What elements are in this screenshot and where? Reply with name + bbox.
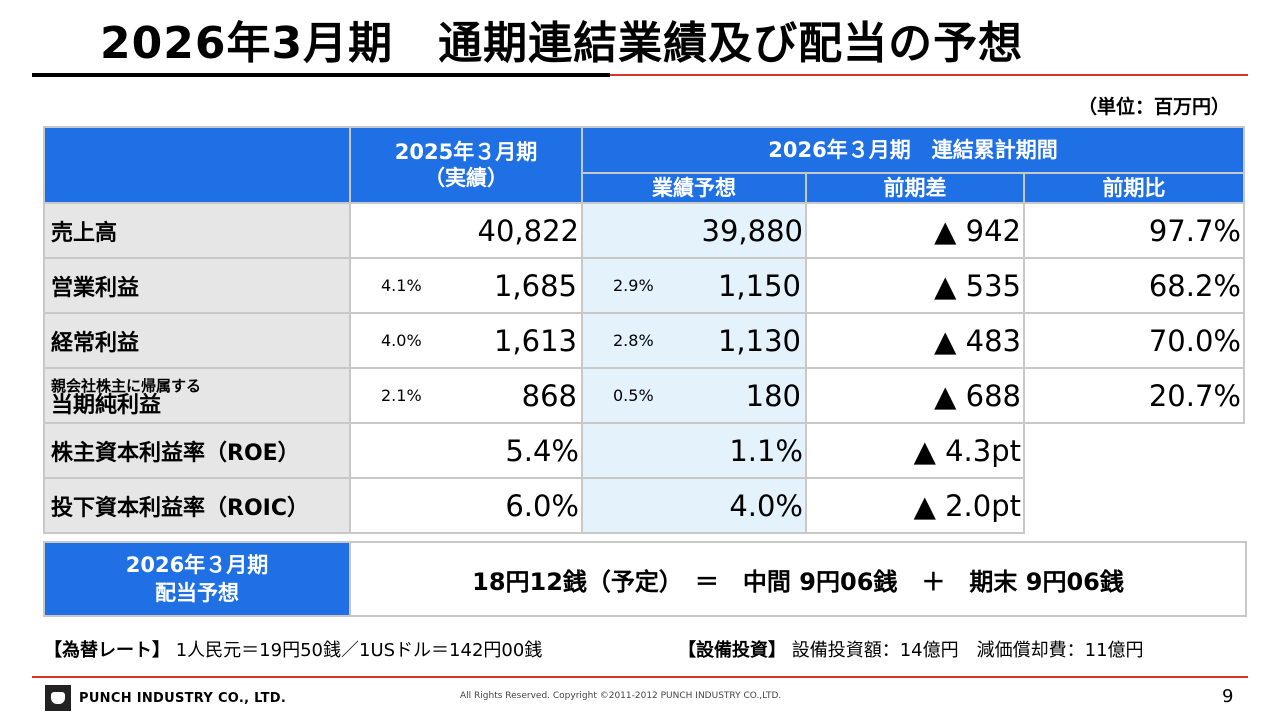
forecast-value: 4.0% [581,477,807,534]
dividend-label-line1: 2026年３月期 [125,553,269,577]
copyright: All Rights Reserved. Copyright ©2011-201… [460,691,782,701]
prev-value: 5.4% [349,422,583,479]
row-label: 経常利益 [43,312,351,369]
empty-cell [1024,423,1244,478]
forecast-margin: 0.5% [613,386,654,405]
dividend-label: 2026年３月期 配当予想 [43,541,351,617]
prev-value: 40,822 [349,202,583,259]
diff-value: ▲ 2.0pt [805,477,1025,534]
ratio-value: 20.7% [1023,367,1245,424]
row-label-prefix: 親会社株主に帰属する [51,376,202,395]
prev-cell: 4.0% 1,613 [349,312,583,369]
table-row: 売上高 40,822 39,880 ▲ 942 97.7% [43,202,1245,259]
capex-note: 【設備投資】 設備投資額：14億円 減価償却費：11億円 [678,636,1144,662]
prev-value: 1,685 [493,268,577,303]
header-blank [43,126,351,204]
forecast-margin: 2.8% [613,331,654,350]
company-name: PUNCH INDUSTRY CO., LTD. [79,690,287,706]
title-underline-black [32,73,610,77]
table-row: 営業利益 4.1% 1,685 2.9% 1,150 ▲ 535 68.2% [43,257,1245,314]
header-current-period: 2026年３月期 連結累計期間 [581,126,1245,174]
fx-label: 【為替レート】 [44,640,170,661]
diff-value: ▲ 942 [805,202,1025,259]
header-forecast: 業績予想 [581,172,807,204]
diff-value: ▲ 483 [805,312,1025,369]
forecast-margin: 2.9% [613,276,654,295]
diff-value: ▲ 688 [805,367,1025,424]
capex-text: 設備投資額：14億円 減価償却費：11億円 [791,640,1144,661]
diff-value: ▲ 535 [805,257,1025,314]
title-underline-red [610,74,1248,76]
ratio-value: 97.7% [1023,202,1245,259]
ratio-value: 68.2% [1023,257,1245,314]
prev-value: 6.0% [349,477,583,534]
capex-label: 【設備投資】 [678,640,786,661]
earnings-forecast-table: 2025年３月期 （実績） 2026年３月期 連結累計期間 業績予想 前期差 前… [43,126,1245,534]
forecast-cell: 0.5% 180 [581,367,807,424]
row-label: 親会社株主に帰属する 当期純利益 [43,367,351,424]
ratio-value: 70.0% [1023,312,1245,369]
prev-margin: 4.0% [381,331,422,350]
dividend-text: 18円12銭（予定） ＝ 中間 9円06銭 ＋ 期末 9円06銭 [349,541,1247,617]
header-prev-period-line1: 2025年３月期 [394,140,538,164]
diff-value: ▲ 4.3pt [805,422,1025,479]
forecast-value: 39,880 [581,202,807,259]
page-title: 2026年3月期 通期連結業績及び配当の予想 [100,18,1024,69]
forecast-value: 1.1% [581,422,807,479]
prev-value: 868 [521,378,577,413]
dividend-label-line2: 配当予想 [155,581,239,605]
forecast-value: 1,150 [717,268,801,303]
table-row: 株主資本利益率（ROE） 5.4% 1.1% ▲ 4.3pt [43,422,1244,479]
prev-value: 1,613 [493,323,577,358]
fx-rate-note: 【為替レート】 1人民元＝19円50銭／1USドル＝142円00銭 [44,636,542,662]
table-row: 経常利益 4.0% 1,613 2.8% 1,130 ▲ 483 70.0% [43,312,1245,369]
forecast-value: 180 [745,378,801,413]
row-label: 投下資本利益率（ROIC） [43,477,351,534]
forecast-cell: 2.8% 1,130 [581,312,807,369]
row-label-main: 当期純利益 [51,392,162,418]
forecast-cell: 2.9% 1,150 [581,257,807,314]
header-prev-period-line2: （実績） [424,166,508,190]
dividend-forecast-table: 2026年３月期 配当予想 18円12銭（予定） ＝ 中間 9円06銭 ＋ 期末… [43,541,1247,617]
footer-rule [32,676,1248,678]
page-number: 9 [1222,686,1234,707]
table-row: 親会社株主に帰属する 当期純利益 2.1% 868 0.5% 180 ▲ 688… [43,367,1245,424]
fist-logo-icon [45,685,71,711]
table-row: 投下資本利益率（ROIC） 6.0% 4.0% ▲ 2.0pt [43,477,1244,534]
row-label: 営業利益 [43,257,351,314]
header-ratio: 前期比 [1023,172,1245,204]
prev-margin: 2.1% [381,386,422,405]
fx-text: 1人民元＝19円50銭／1USドル＝142円00銭 [175,640,543,661]
row-label: 株主資本利益率（ROE） [43,422,351,479]
unit-note: （単位：百万円） [1077,96,1230,118]
company-logo: PUNCH INDUSTRY CO., LTD. [45,685,286,711]
prev-cell: 4.1% 1,685 [349,257,583,314]
header-prev-period: 2025年３月期 （実績） [349,126,583,204]
prev-cell: 2.1% 868 [349,367,583,424]
header-diff: 前期差 [805,172,1025,204]
forecast-value: 1,130 [717,323,801,358]
empty-cell [1024,478,1244,533]
row-label: 売上高 [43,202,351,259]
prev-margin: 4.1% [381,276,422,295]
